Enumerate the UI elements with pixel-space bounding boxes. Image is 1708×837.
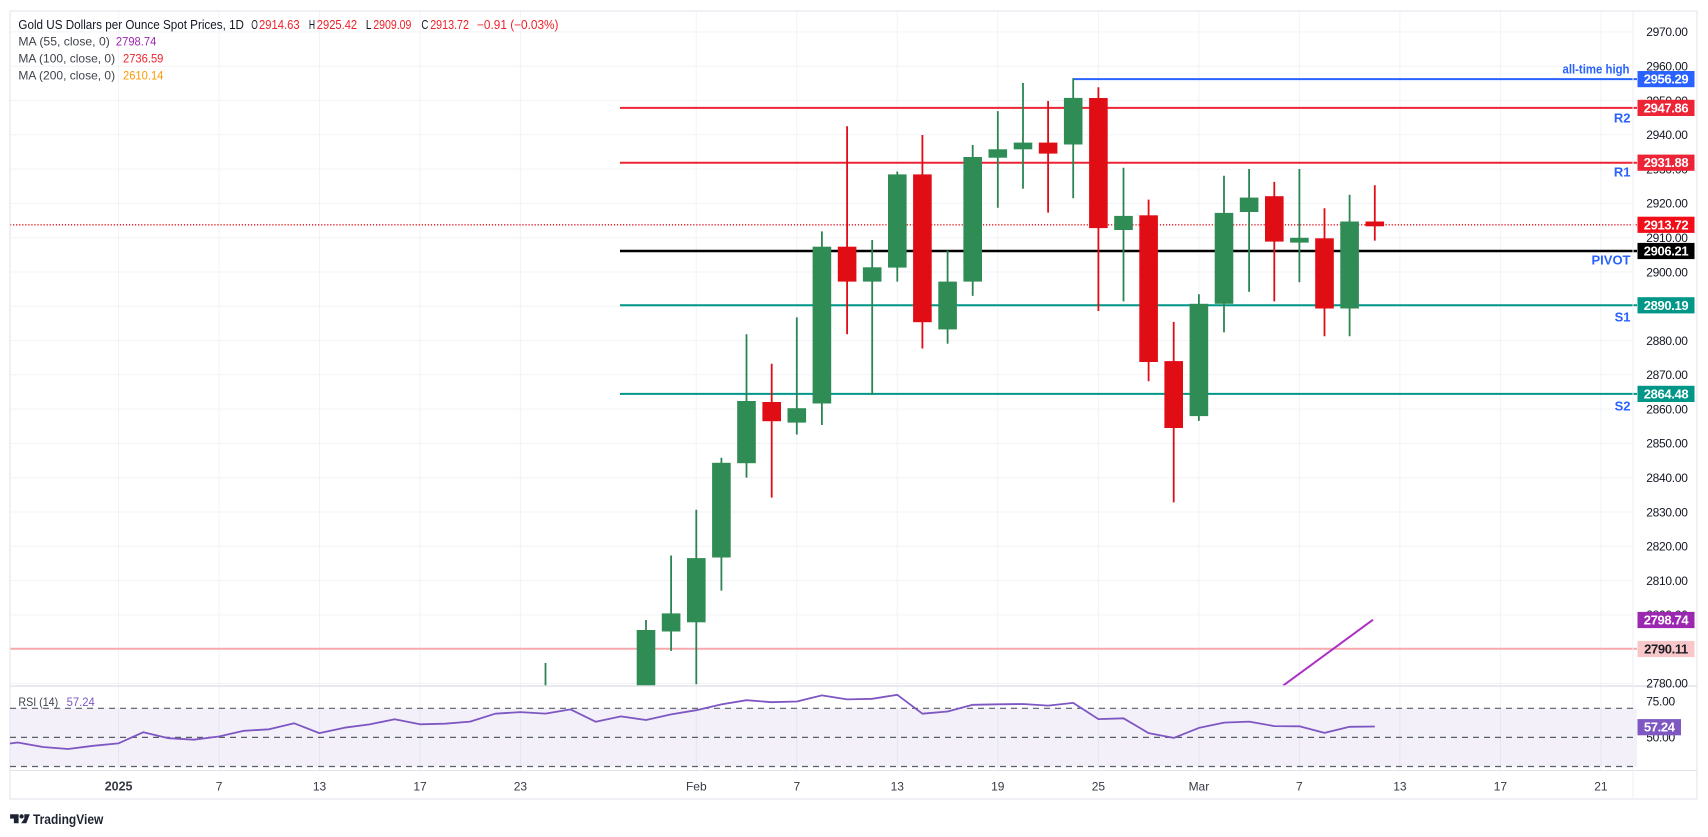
svg-text:57.24: 57.24 [1644, 720, 1676, 735]
svg-text:75.00: 75.00 [1646, 694, 1675, 708]
svg-text:2830.00: 2830.00 [1646, 505, 1688, 519]
svg-text:2810.00: 2810.00 [1646, 574, 1688, 588]
svg-text:R1: R1 [1614, 165, 1631, 180]
svg-text:2906.21: 2906.21 [1644, 244, 1689, 259]
svg-text:13: 13 [313, 780, 327, 794]
svg-text:2820.00: 2820.00 [1646, 540, 1688, 554]
svg-text:Gold US Dollars per Ounce Spot: Gold US Dollars per Ounce Spot Prices, 1… [18, 18, 244, 32]
svg-text:2870.00: 2870.00 [1646, 368, 1688, 382]
svg-text:2920.00: 2920.00 [1646, 197, 1688, 211]
svg-text:2798.74: 2798.74 [1644, 613, 1690, 628]
svg-text:7: 7 [793, 780, 800, 794]
svg-text:all-time high: all-time high [1563, 62, 1630, 77]
svg-text:2860.00: 2860.00 [1646, 402, 1688, 416]
svg-text:21: 21 [1594, 780, 1608, 794]
svg-text:H: H [309, 18, 315, 32]
svg-text:2850.00: 2850.00 [1646, 437, 1688, 451]
svg-text:2960.00: 2960.00 [1646, 60, 1688, 74]
svg-text:2970.00: 2970.00 [1646, 25, 1688, 39]
svg-text:17: 17 [1494, 780, 1508, 794]
svg-text:2790.11: 2790.11 [1644, 642, 1688, 657]
svg-text:7: 7 [216, 780, 223, 794]
svg-text:RSI (14): RSI (14) [18, 695, 58, 709]
svg-text:TradingView: TradingView [33, 812, 104, 827]
svg-text:Mar: Mar [1189, 780, 1210, 794]
svg-text:2931.88: 2931.88 [1644, 155, 1689, 170]
svg-text:13: 13 [891, 780, 905, 794]
svg-text:2925.42: 2925.42 [317, 18, 357, 32]
svg-text:2798.74: 2798.74 [116, 35, 157, 49]
svg-text:2914.63: 2914.63 [259, 18, 300, 32]
svg-text:13: 13 [1393, 780, 1407, 794]
svg-text:2864.48: 2864.48 [1644, 386, 1689, 401]
svg-text:S2: S2 [1615, 399, 1631, 414]
svg-text:PIVOT: PIVOT [1591, 253, 1630, 268]
svg-text:MA (55, close, 0): MA (55, close, 0) [18, 35, 109, 49]
svg-text:2900.00: 2900.00 [1646, 265, 1688, 279]
svg-text:2909.09: 2909.09 [373, 18, 411, 32]
svg-text:L: L [366, 18, 372, 32]
svg-text:2890.19: 2890.19 [1644, 298, 1689, 313]
svg-text:MA (100, close, 0): MA (100, close, 0) [18, 52, 115, 66]
svg-text:2780.00: 2780.00 [1646, 677, 1688, 691]
svg-text:2840.00: 2840.00 [1646, 471, 1688, 485]
svg-text:2736.59: 2736.59 [123, 52, 164, 66]
svg-text:2956.29: 2956.29 [1644, 72, 1689, 87]
svg-text:2940.00: 2940.00 [1646, 128, 1688, 142]
svg-text:2913.72: 2913.72 [1644, 217, 1689, 232]
svg-text:23: 23 [514, 780, 528, 794]
svg-text:2025: 2025 [105, 780, 133, 794]
svg-text:25: 25 [1092, 780, 1106, 794]
svg-text:2610.14: 2610.14 [123, 69, 164, 83]
svg-text:7: 7 [1296, 780, 1303, 794]
svg-text:2947.86: 2947.86 [1644, 100, 1689, 115]
svg-text:O: O [251, 18, 258, 32]
svg-text:2880.00: 2880.00 [1646, 334, 1688, 348]
svg-text:2913.72: 2913.72 [430, 18, 469, 32]
svg-text:−0.91 (−0.03%): −0.91 (−0.03%) [477, 18, 559, 32]
svg-text:MA (200, close, 0): MA (200, close, 0) [18, 69, 115, 83]
svg-text:S1: S1 [1615, 310, 1631, 325]
svg-text:57.24: 57.24 [67, 695, 95, 709]
svg-text:17: 17 [413, 780, 427, 794]
svg-text:19: 19 [991, 780, 1005, 794]
svg-text:Feb: Feb [686, 780, 707, 794]
svg-text:C: C [421, 18, 428, 32]
svg-text:2910.00: 2910.00 [1646, 231, 1688, 245]
svg-text:R2: R2 [1614, 111, 1631, 126]
